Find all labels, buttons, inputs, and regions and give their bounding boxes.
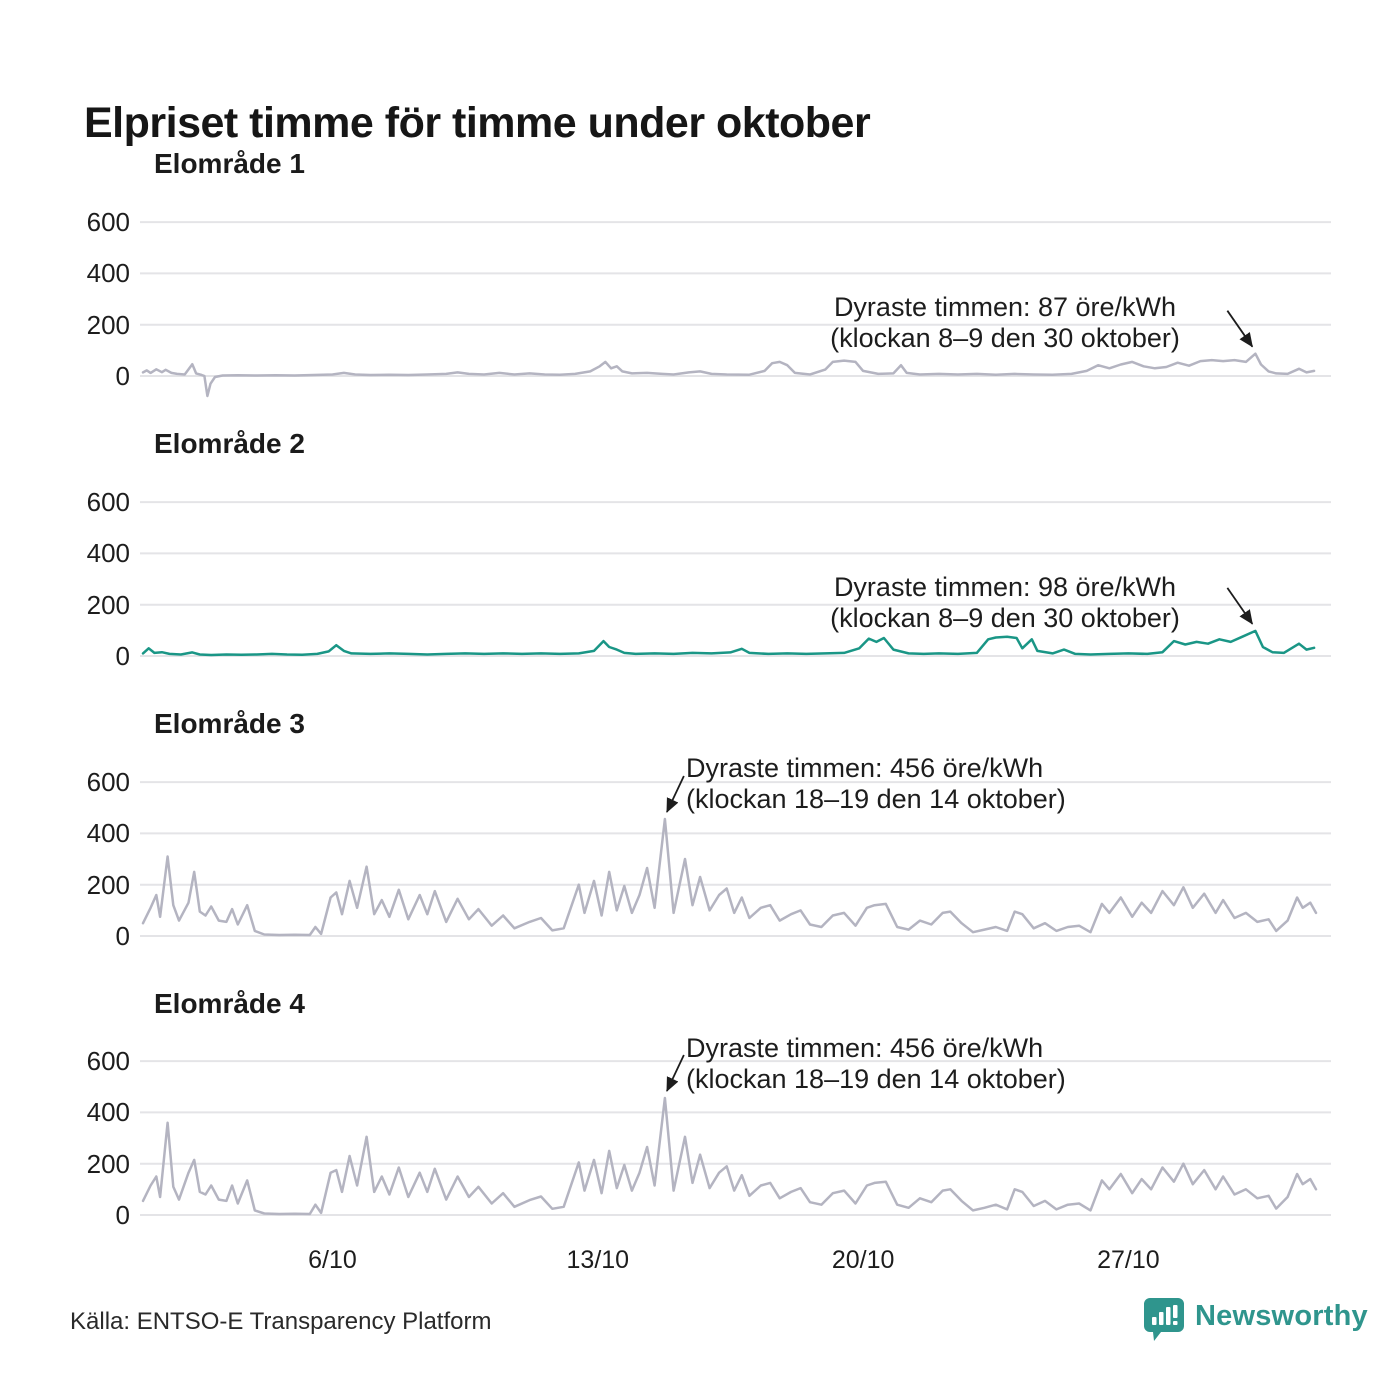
- annotation-line: (klockan 8–9 den 30 oktober): [830, 603, 1180, 633]
- x-tick-label: 6/10: [308, 1246, 357, 1274]
- panel-title-elomrade-1: Elområde 1: [154, 148, 305, 179]
- annotation-line: Dyraste timmen: 87 öre/kWh: [833, 292, 1177, 322]
- y-tick-label: 0: [115, 1200, 130, 1230]
- annotation-panel-4: Dyraste timmen: 456 öre/kWh (klockan 18–…: [672, 1033, 1132, 1095]
- x-tick-label: 20/10: [831, 1246, 895, 1274]
- y-tick-label: 600: [86, 207, 130, 238]
- y-tick-label: 400: [86, 818, 130, 849]
- price-line-elomr-de-2: [141, 629, 1316, 657]
- newsworthy-bar-chart-speech-bubble-icon: [1144, 1298, 1184, 1341]
- annotation-panel-1: Dyraste timmen: 87 öre/kWh (klockan 8–9 …: [795, 292, 1215, 354]
- y-tick-label: 600: [86, 767, 130, 798]
- y-tick-label: 200: [86, 309, 130, 340]
- annotation-panel-2: Dyraste timmen: 98 öre/kWh (klockan 8–9 …: [795, 572, 1215, 634]
- annotation-line: (klockan 18–19 den 14 oktober): [686, 784, 1066, 814]
- newsworthy-logo: Newsworthy: [1143, 1297, 1368, 1343]
- panel-title-elomrade-4: Elområde 4: [154, 988, 305, 1019]
- annotation-panel-3: Dyraste timmen: 456 öre/kWh (klockan 18–…: [672, 753, 1132, 815]
- price-line-elomr-de-3: [141, 817, 1318, 937]
- y-tick-label: 600: [86, 1046, 130, 1077]
- x-tick-label: 27/10: [1097, 1246, 1160, 1274]
- y-tick-label: 0: [115, 361, 130, 391]
- y-tick-label: 200: [86, 589, 130, 620]
- gridlines: [140, 221, 1331, 1216]
- newsworthy-logo-text: Newsworthy: [1195, 1300, 1368, 1332]
- annotation-line: (klockan 18–19 den 14 oktober): [686, 1064, 1066, 1094]
- annotation-arrows: [666, 310, 1254, 1092]
- panel-title-elomrade-3: Elområde 3: [154, 708, 305, 739]
- y-tick-label: 400: [86, 1097, 130, 1128]
- x-tick-label: 13/10: [566, 1246, 630, 1274]
- annotation-line: Dyraste timmen: 456 öre/kWh: [686, 753, 1044, 783]
- price-line-elomr-de-1: [141, 352, 1316, 398]
- y-tick-label: 200: [86, 869, 130, 900]
- y-tick-label: 0: [115, 921, 130, 951]
- annotation-line: Dyraste timmen: 456 öre/kWh: [686, 1033, 1044, 1063]
- annotation-line: Dyraste timmen: 98 öre/kWh: [833, 572, 1177, 602]
- y-tick-label: 400: [86, 258, 130, 289]
- page-title: Elpriset timme för timme under oktober: [84, 98, 871, 147]
- y-tick-label: 200: [86, 1148, 130, 1179]
- y-tick-label: 600: [86, 487, 130, 518]
- y-tick-label: 400: [86, 538, 130, 569]
- panel-title-elomrade-2: Elområde 2: [154, 428, 305, 459]
- source-credit: Källa: ENTSO-E Transparency Platform: [70, 1308, 492, 1335]
- data-lines: [141, 352, 1318, 1216]
- annotation-line: (klockan 8–9 den 30 oktober): [830, 323, 1180, 353]
- y-tick-label: 0: [115, 641, 130, 671]
- price-line-elomr-de-4: [141, 1096, 1318, 1216]
